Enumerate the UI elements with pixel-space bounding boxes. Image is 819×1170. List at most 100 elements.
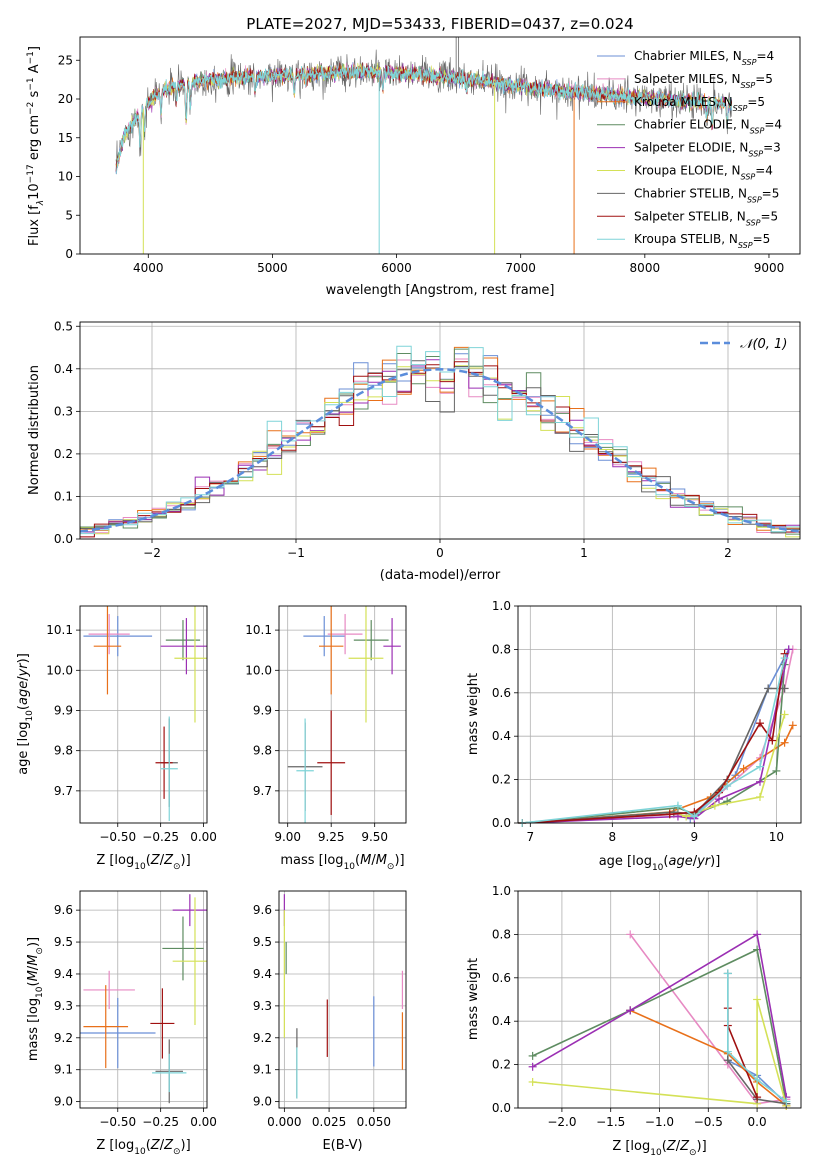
weight-marker	[753, 1093, 762, 1102]
y-tick-label: 25	[58, 53, 73, 67]
errorbar-point	[93, 606, 122, 695]
x-tick-label: −0.50	[99, 830, 136, 844]
x-tick-label: −1.0	[645, 1115, 674, 1129]
x-tick-label: 6000	[381, 261, 412, 275]
y-axis-label: mass weight	[466, 958, 481, 1040]
errorbar-point	[150, 988, 175, 1059]
y-tick-label: 10.1	[245, 623, 272, 637]
weight-marker	[528, 1062, 537, 1071]
y-tick-label: 0.1	[54, 489, 73, 503]
weight-marker	[690, 812, 699, 821]
legend-entry: Salpeter ELODIE, NSSP=3	[634, 141, 781, 159]
weight-marker	[780, 738, 789, 747]
weight-marker	[665, 810, 674, 819]
x-tick-label: 0.050	[357, 1115, 391, 1129]
weight-marker	[784, 645, 793, 654]
x-tick-label: 8000	[630, 261, 661, 275]
axes-mass-vs-EBV: 0.000 0.025 0.050 9.0 9.1 9.2 9.3 9.4 9.5 9.6 E(B-…	[253, 890, 407, 1153]
y-tick-label: 0.0	[492, 1101, 511, 1115]
x-axis-label: mass [log10(M/M⊙)]	[280, 853, 404, 872]
axes-frame	[79, 321, 801, 540]
weight-marker	[755, 792, 764, 801]
y-tick-label: 9.0	[253, 1095, 272, 1109]
weight-marker	[753, 1075, 762, 1084]
y-tick-label: 0	[65, 247, 73, 261]
weight-series-line	[532, 933, 788, 1098]
y-tick-label: 0.2	[492, 773, 511, 787]
y-tick-label: 1.0	[492, 884, 511, 898]
x-tick-label: 0.000	[267, 1115, 301, 1129]
x-tick-label: −0.25	[142, 830, 179, 844]
axes-age-vs-mass: 9.00 9.25 9.50 9.7 9.8 9.9 10.0 10.1 mass [log10…	[245, 605, 407, 872]
weight-marker	[768, 736, 777, 745]
y-tick-label: 9.9	[253, 703, 272, 717]
y-tick-label: 9.1	[253, 1063, 272, 1077]
y-tick-label: 10.1	[46, 623, 73, 637]
y-tick-label: 0.6	[492, 971, 511, 985]
x-tick-label: −2	[143, 546, 161, 560]
weight-marker	[753, 930, 762, 939]
weight-marker	[755, 719, 764, 728]
x-tick-label: 4000	[133, 261, 164, 275]
y-tick-label: 10.0	[245, 663, 272, 677]
x-axis-label: wavelength [Angstrom, rest frame]	[326, 283, 555, 298]
x-tick-label: 9.25	[318, 830, 345, 844]
weight-marker	[764, 684, 773, 693]
y-tick-label: 0.0	[54, 532, 73, 546]
y-tick-label: 0.3	[54, 404, 73, 418]
x-tick-label: 0.025	[312, 1115, 346, 1129]
weight-marker	[626, 1006, 635, 1015]
figure-title: PLATE=2027, MJD=53433, FIBERID=0437, z=0…	[246, 15, 633, 33]
weight-marker	[723, 1056, 732, 1065]
y-tick-label: 0.4	[492, 729, 511, 743]
y-tick-label: 5	[65, 208, 73, 222]
errorbar-point	[83, 970, 135, 1010]
x-tick-label: 9.00	[274, 830, 301, 844]
legend-entry: Chabrier MILES, NSSP=4	[634, 49, 774, 67]
errorbar-point	[172, 897, 207, 1026]
x-tick-label: 2	[724, 546, 732, 560]
x-tick-label: 1	[580, 546, 588, 560]
errorbar-point	[383, 618, 401, 675]
weight-marker	[780, 654, 789, 663]
weight-series-line	[532, 948, 788, 1104]
errorbar-point	[162, 916, 204, 981]
x-tick-label: −2.0	[547, 1115, 576, 1129]
legend-entry: Salpeter STELIB, NSSP=5	[634, 209, 778, 227]
legend-entry: Kroupa MILES, NSSP=5	[634, 95, 765, 113]
weight-marker	[714, 788, 723, 797]
x-tick-label: 0	[436, 546, 444, 560]
x-tick-label: −0.50	[99, 1115, 136, 1129]
y-tick-label: 9.3	[54, 999, 73, 1013]
y-axis-label: Flux [fλ10−17 erg cm−2 s−1 A−1]	[26, 46, 46, 246]
x-axis-label: (data-model)/error	[380, 568, 501, 583]
axes-weight-vs-Z: −2.0 −1.5 −1.0 −0.5 0.0 0.0 0.2 0.4 0.6 0.8 1.0 Z […	[466, 884, 802, 1158]
weight-marker	[626, 930, 635, 939]
y-tick-label: 0.4	[492, 1014, 511, 1028]
y-tick-label: 0.0	[492, 816, 511, 830]
x-tick-label: −0.5	[694, 1115, 723, 1129]
x-tick-label: 9.50	[361, 830, 388, 844]
axes-mass-vs-Z: −0.50 −0.25 0.00 9.0 9.1 9.2 9.3 9.4 9.5 9.6 Z [lo…	[26, 890, 217, 1157]
y-tick-label: 9.4	[54, 967, 73, 981]
y-tick-label: 0.8	[492, 642, 511, 656]
axes-frame	[79, 890, 208, 1109]
weight-marker	[753, 995, 762, 1004]
axes-frame	[278, 605, 407, 824]
x-axis-label: E(B-V)	[322, 1138, 362, 1153]
weight-marker	[669, 808, 678, 817]
errorbar-point	[80, 997, 156, 1069]
y-axis-label: Normed distribution	[27, 365, 42, 495]
y-tick-label: 0.4	[54, 362, 73, 376]
weight-marker	[739, 764, 748, 773]
y-tick-label: 9.7	[253, 784, 272, 798]
axes-frame	[278, 890, 407, 1109]
y-tick-label: 9.8	[253, 744, 272, 758]
histogram-chabrier-stelib	[80, 360, 800, 534]
axes-frame	[79, 36, 801, 255]
legend-entry: Chabrier STELIB, NSSP=5	[634, 186, 779, 204]
axes-age-vs-Z: −0.50 −0.25 0.00 9.7 9.8 9.9 10.0 10.1 Z [log10(…	[16, 605, 217, 872]
errorbar-point	[319, 606, 344, 695]
weight-marker	[723, 782, 732, 791]
